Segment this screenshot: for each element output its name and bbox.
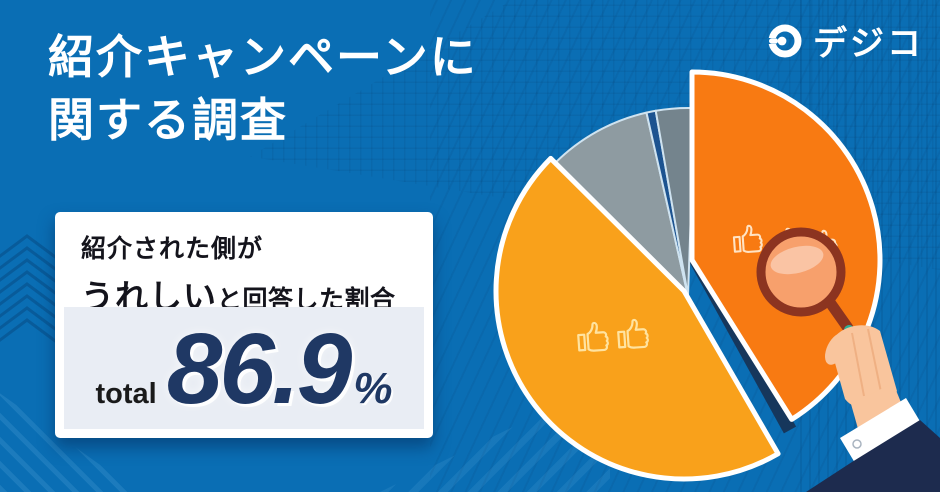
pie-slice-happy-secondary — [493, 155, 781, 482]
stat-card: 紹介された側が うれしいと回答した割合 total 86.9 % — [55, 212, 433, 438]
pie-slice-other-gray — [553, 111, 689, 297]
page-title: 紹介キャンペーンに 関する調査 — [48, 26, 478, 153]
page-title-line2: 関する調査 — [48, 94, 288, 147]
stat-heading-line1: 紹介された側が — [81, 235, 264, 263]
total-value: 86.9 — [166, 313, 353, 425]
page-title-line1: 紹介キャンペーンに — [48, 31, 478, 83]
total-box: total 86.9 % — [64, 307, 424, 429]
brand-logo-text: デジコ — [813, 25, 924, 63]
digico-d-icon — [767, 24, 802, 57]
hand-with-sleeve — [806, 325, 940, 492]
total-unit: % — [353, 364, 393, 413]
brand-logo: デジコ — [766, 16, 924, 65]
background-chevron-pattern — [0, 234, 63, 348]
total-label: total — [95, 378, 157, 410]
